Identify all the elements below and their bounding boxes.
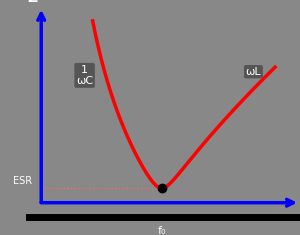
Text: 1
ωC: 1 ωC xyxy=(76,65,93,86)
Text: Z: Z xyxy=(27,0,38,5)
Text: ωL: ωL xyxy=(246,67,261,77)
Text: f₀: f₀ xyxy=(158,226,166,235)
Text: ESR: ESR xyxy=(13,176,32,186)
